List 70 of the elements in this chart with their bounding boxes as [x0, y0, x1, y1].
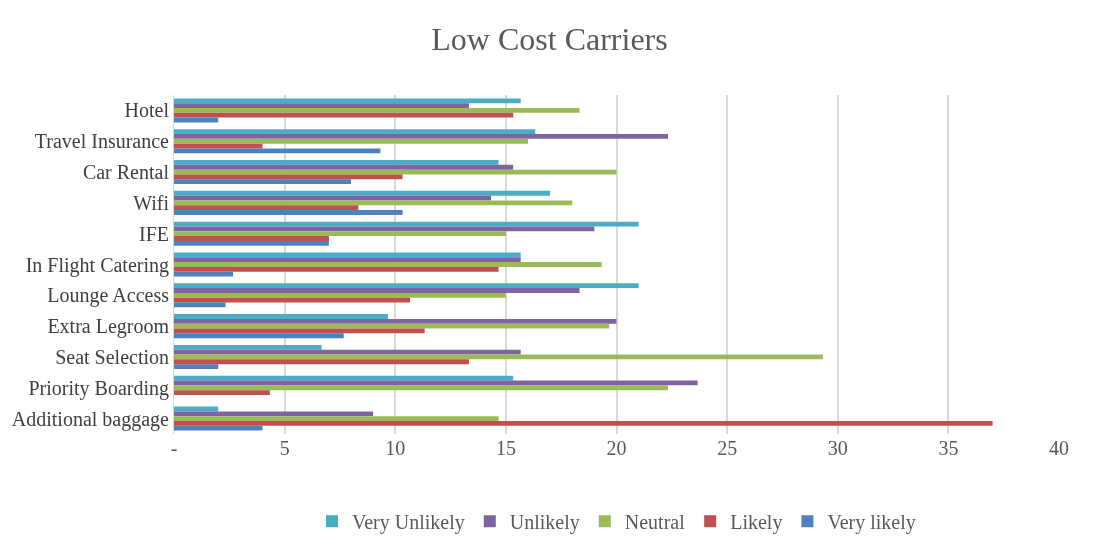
y-tick-label: Car Rental	[82, 161, 170, 184]
bar	[174, 349, 521, 355]
bar	[174, 129, 536, 135]
legend-label: Likely	[730, 511, 783, 535]
chart-title: Low Cost Carriers	[431, 21, 668, 58]
bar	[174, 98, 521, 104]
bar	[174, 252, 521, 258]
bar	[174, 200, 573, 206]
bar	[174, 288, 580, 293]
x-tick-label: 25	[717, 437, 738, 459]
bar	[174, 420, 993, 426]
bar	[174, 190, 551, 196]
legend-label: Unlikely	[509, 511, 580, 535]
bar	[174, 231, 506, 237]
bar	[174, 385, 669, 391]
y-tick-label: In Flight Catering	[25, 253, 169, 277]
bar	[174, 297, 411, 303]
bar	[174, 425, 263, 431]
bar	[174, 344, 322, 350]
y-tick-label: Hotel	[124, 99, 170, 122]
bar	[174, 390, 270, 395]
bar	[174, 292, 506, 298]
bar	[174, 236, 329, 241]
bar	[174, 174, 403, 180]
y-tick-label: Travel Insurance	[34, 130, 170, 153]
bar	[174, 148, 381, 154]
bar	[174, 108, 580, 113]
bar	[174, 134, 669, 139]
bar	[174, 103, 469, 109]
bar	[174, 271, 234, 277]
bar	[174, 411, 374, 417]
bar	[174, 164, 514, 170]
y-tick-label: Priority Boarding	[28, 376, 169, 400]
x-tick-label: 20	[606, 437, 627, 459]
bar	[174, 364, 219, 369]
y-tick-label: IFE	[139, 222, 169, 245]
legend-label: Very likely	[827, 511, 916, 535]
bar	[174, 179, 351, 185]
y-tick-label: Extra Legroom	[47, 315, 170, 339]
x-tick-label: 15	[495, 437, 516, 459]
legend-label: Neutral	[624, 511, 686, 534]
bar	[174, 262, 602, 267]
y-tick-label: Lounge Access	[47, 284, 170, 308]
bar	[174, 359, 469, 365]
legend-label: Very Unlikely	[352, 511, 465, 535]
bar	[174, 226, 595, 232]
bar	[174, 210, 403, 215]
bar	[174, 138, 528, 144]
bar	[174, 323, 610, 329]
bar	[174, 416, 499, 421]
bar	[174, 160, 499, 165]
bar	[174, 240, 329, 246]
bar	[174, 314, 388, 319]
x-tick-label: 10	[385, 437, 406, 459]
x-tick-label: -	[170, 437, 178, 459]
x-tick-label: 5	[279, 437, 290, 459]
bar	[174, 333, 344, 339]
y-tick-label: Additional baggage	[11, 407, 170, 431]
bar	[174, 283, 639, 289]
bar	[174, 318, 617, 324]
y-tick-label: Wifi	[133, 191, 170, 214]
x-tick-label: 40	[1049, 437, 1069, 459]
bar	[174, 112, 514, 118]
y-tick-label: Seat Selection	[55, 345, 169, 368]
x-tick-label: 35	[938, 437, 959, 459]
bar	[174, 257, 521, 263]
bar	[174, 266, 499, 272]
bar	[174, 375, 514, 381]
x-tick-label: 30	[827, 437, 848, 459]
bar	[174, 205, 359, 211]
